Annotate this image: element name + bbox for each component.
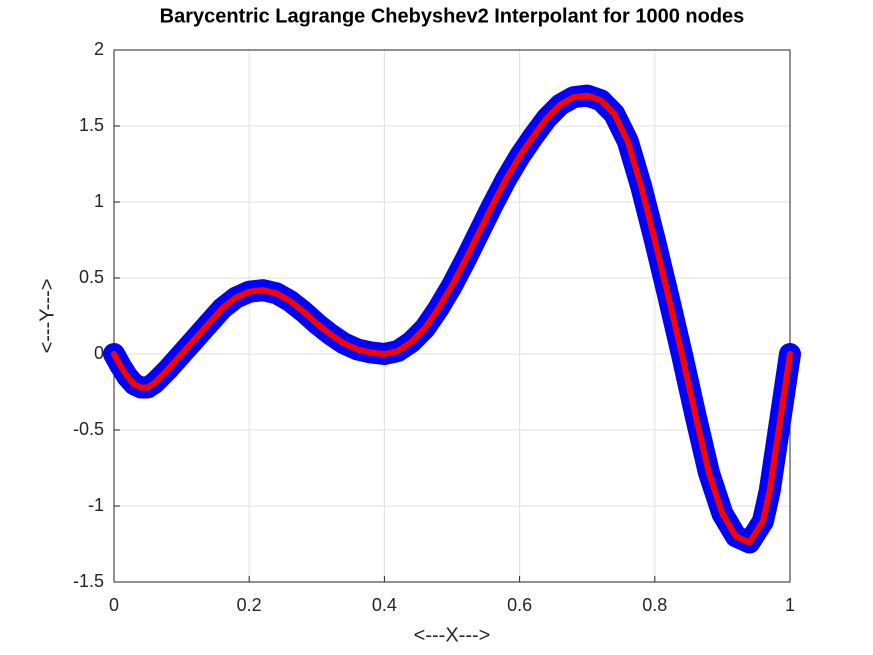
x-tick-label: 1 bbox=[785, 595, 795, 615]
y-tick-label: -1.5 bbox=[73, 571, 104, 591]
x-tick-label: 0.6 bbox=[507, 595, 532, 615]
y-tick-label: 1 bbox=[94, 191, 104, 211]
x-tick-label: 0 bbox=[109, 595, 119, 615]
x-tick-label: 0.4 bbox=[372, 595, 397, 615]
y-tick-label: 0 bbox=[94, 343, 104, 363]
y-tick-label: 2 bbox=[94, 39, 104, 59]
y-tick-label: 0.5 bbox=[79, 267, 104, 287]
y-axis-label: <---Y---> bbox=[36, 279, 58, 354]
y-tick-label: -0.5 bbox=[73, 419, 104, 439]
y-tick-label: -1 bbox=[88, 495, 104, 515]
x-tick-label: 0.8 bbox=[642, 595, 667, 615]
x-axis-label: <---X---> bbox=[414, 624, 491, 646]
chart-title: Barycentric Lagrange Chebyshev2 Interpol… bbox=[160, 5, 745, 27]
line bbox=[111, 92, 793, 546]
x-tick-label: 0.2 bbox=[237, 595, 262, 615]
y-tick-label: 1.5 bbox=[79, 115, 104, 135]
plot-frame bbox=[113, 49, 791, 583]
